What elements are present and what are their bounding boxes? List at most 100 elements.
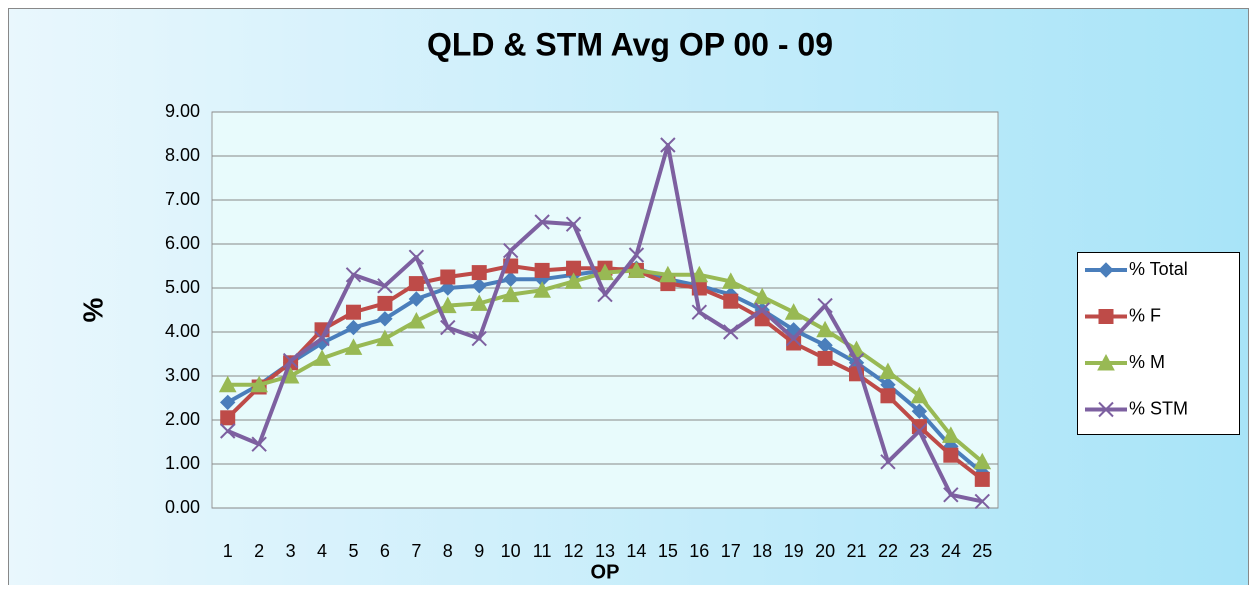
- data-point: [250, 375, 268, 393]
- plot-area: [211, 111, 999, 509]
- y-tick-label: 2.00: [165, 409, 200, 429]
- legend-label: % M: [1129, 352, 1165, 372]
- data-point: [408, 276, 424, 292]
- data-point: [660, 137, 676, 153]
- data-point: [282, 352, 299, 369]
- data-point: [408, 249, 425, 265]
- data-point: [596, 263, 614, 281]
- data-point: [943, 447, 959, 463]
- data-point: [502, 242, 519, 259]
- data-point: [723, 324, 739, 340]
- legend-marker: [1098, 401, 1114, 418]
- data-point: [691, 304, 708, 320]
- x-tick-label: 6: [380, 541, 390, 561]
- data-point: [880, 388, 896, 404]
- data-point: [942, 426, 960, 443]
- data-point: [377, 278, 393, 294]
- x-tick-label: 12: [564, 541, 584, 561]
- x-tick-label: 11: [533, 541, 552, 561]
- x-tick-label: 25: [972, 541, 992, 561]
- x-tick-label: 15: [658, 541, 678, 561]
- legend-marker: [1097, 353, 1115, 371]
- y-tick-label: 3.00: [165, 365, 200, 385]
- y-tick-label: 6.00: [165, 233, 200, 253]
- data-point: [345, 267, 362, 283]
- data-point: [974, 493, 990, 510]
- data-point: [723, 293, 739, 309]
- data-point: [911, 403, 928, 419]
- data-point: [974, 471, 990, 487]
- y-axis-title: %: [77, 297, 108, 322]
- data-point: [407, 311, 426, 329]
- data-point: [880, 454, 896, 470]
- data-point: [534, 214, 550, 230]
- data-point: [220, 423, 236, 439]
- y-tick-label: 1.00: [165, 453, 200, 473]
- data-point: [943, 487, 959, 503]
- data-point: [659, 265, 677, 283]
- data-point: [534, 262, 550, 278]
- y-tick-label: 5.00: [165, 277, 200, 297]
- x-tick-label: 10: [501, 541, 521, 561]
- data-point: [754, 302, 770, 318]
- y-tick-label: 4.00: [165, 321, 200, 341]
- legend-label: % F: [1129, 305, 1161, 325]
- x-tick-label: 2: [254, 541, 264, 561]
- x-tick-label: 19: [784, 541, 804, 561]
- x-tick-label: 20: [815, 541, 835, 561]
- chart-title: QLD & STM Avg OP 00 - 09: [427, 26, 833, 62]
- data-point: [784, 303, 803, 320]
- x-tick-label: 24: [941, 541, 961, 561]
- data-point: [345, 319, 362, 336]
- data-point: [753, 287, 772, 305]
- x-tick-label: 21: [847, 541, 867, 561]
- data-point: [533, 281, 551, 298]
- x-tick-label: 8: [443, 541, 453, 561]
- data-point: [627, 261, 646, 278]
- x-tick-label: 23: [909, 541, 929, 561]
- data-point: [345, 304, 361, 320]
- legend: [1077, 252, 1240, 435]
- data-point: [408, 291, 425, 307]
- x-tick-label: 17: [721, 541, 741, 561]
- x-tick-label: 18: [752, 541, 772, 561]
- legend-label: % Total: [1129, 259, 1188, 279]
- data-point: [251, 436, 267, 452]
- data-point: [597, 286, 613, 303]
- x-axis-title: OP: [591, 561, 620, 583]
- data-point: [816, 320, 834, 338]
- x-tick-label: 13: [595, 541, 615, 561]
- data-point: [785, 330, 802, 347]
- data-point: [817, 350, 833, 366]
- data-point: [564, 272, 583, 289]
- data-point: [344, 338, 363, 355]
- data-point: [973, 452, 992, 470]
- legend-marker: [1098, 309, 1114, 324]
- data-point: [911, 423, 928, 439]
- y-tick-label: 7.00: [165, 189, 200, 209]
- legend-label: % STM: [1129, 398, 1188, 418]
- data-point: [470, 294, 489, 311]
- data-point: [565, 216, 582, 232]
- x-tick-label: 5: [348, 541, 358, 561]
- data-point: [438, 296, 457, 314]
- x-tick-label: 14: [626, 541, 646, 561]
- legend-marker: [1098, 262, 1114, 278]
- x-tick-label: 3: [286, 541, 296, 561]
- x-tick-label: 16: [689, 541, 709, 561]
- data-point: [471, 278, 487, 294]
- data-point: [314, 330, 330, 347]
- data-point: [218, 375, 237, 393]
- data-point: [440, 319, 456, 336]
- data-point: [848, 352, 865, 369]
- y-tick-label: 0.00: [165, 497, 200, 517]
- data-point: [377, 295, 393, 311]
- data-point: [628, 247, 645, 263]
- data-point: [220, 410, 236, 426]
- y-tick-label: 8.00: [165, 145, 200, 165]
- data-point: [440, 269, 456, 285]
- y-tick-label: 9.00: [165, 101, 200, 121]
- data-point: [690, 265, 709, 283]
- data-point: [471, 330, 487, 347]
